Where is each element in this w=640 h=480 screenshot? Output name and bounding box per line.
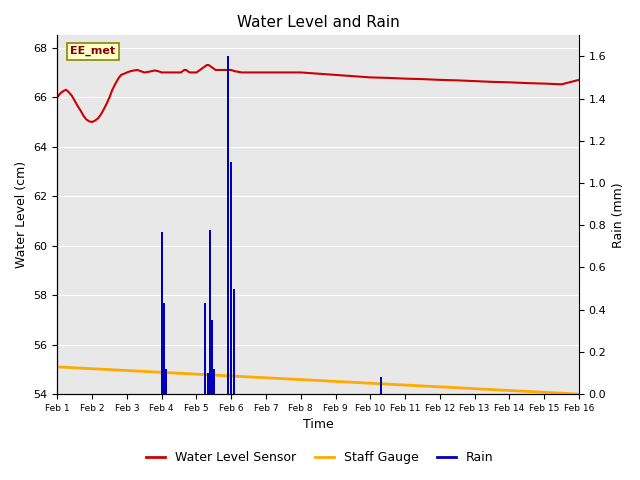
Y-axis label: Rain (mm): Rain (mm) bbox=[612, 182, 625, 248]
Bar bbox=[227, 57, 229, 394]
Bar bbox=[233, 288, 235, 394]
Bar bbox=[204, 303, 206, 394]
Bar bbox=[163, 303, 165, 394]
Bar bbox=[165, 369, 167, 394]
Text: EE_met: EE_met bbox=[70, 46, 116, 56]
Legend: Water Level Sensor, Staff Gauge, Rain: Water Level Sensor, Staff Gauge, Rain bbox=[141, 446, 499, 469]
Bar bbox=[161, 232, 163, 394]
Bar bbox=[211, 320, 213, 394]
Title: Water Level and Rain: Water Level and Rain bbox=[237, 15, 399, 30]
Bar bbox=[380, 377, 382, 394]
Bar bbox=[213, 369, 215, 394]
Bar bbox=[230, 162, 232, 394]
Bar bbox=[209, 229, 211, 394]
Bar bbox=[207, 373, 209, 394]
Y-axis label: Water Level (cm): Water Level (cm) bbox=[15, 161, 28, 268]
X-axis label: Time: Time bbox=[303, 419, 333, 432]
